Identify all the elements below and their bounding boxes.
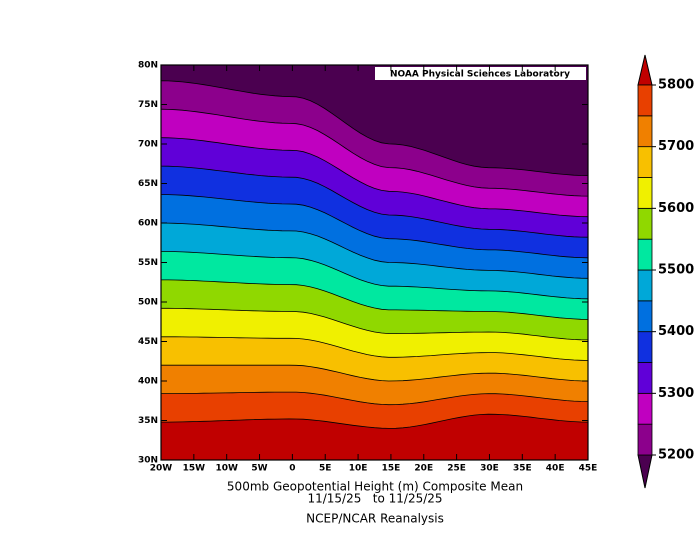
lab-label: NOAA Physical Sciences Laboratory xyxy=(390,70,570,80)
lat-tick-label: 35N xyxy=(138,416,158,426)
lon-tick-label: 45E xyxy=(579,464,598,474)
colorbar-label: 5800 xyxy=(658,78,694,93)
contour-line xyxy=(160,251,589,300)
date-range: 11/15/25 to 11/25/25 xyxy=(307,492,442,506)
lat-tick-label: 65N xyxy=(138,179,158,189)
contour-line xyxy=(160,222,589,279)
colorbar-band xyxy=(637,300,653,333)
lon-tick-label: 5E xyxy=(319,464,331,474)
colorbar-end xyxy=(637,54,653,86)
colorbar-band xyxy=(637,238,653,271)
band xyxy=(161,414,588,460)
axes: 30N 35N 40N 45N 50N 55N 60N 65N 70N 75N 80N 20W 15W 1… xyxy=(138,61,597,474)
colorbar-band xyxy=(637,207,653,240)
contour-line xyxy=(160,80,589,176)
contour-line xyxy=(161,279,589,320)
contour-line xyxy=(160,137,589,218)
lon-tick-label: 25E xyxy=(447,464,466,474)
colorbar-label: 5200 xyxy=(658,448,694,463)
contour-line xyxy=(161,391,589,406)
lon-tick-label: 15E xyxy=(382,464,401,474)
colorbar-end xyxy=(637,454,653,489)
colorbar-band xyxy=(637,177,653,209)
lat-tick-label: 55N xyxy=(138,258,158,268)
colorbar: 5200 5300 5400 5500 5600 5700 5800 xyxy=(637,54,694,489)
colorbar-band xyxy=(637,331,653,363)
lat-tick-label: 70N xyxy=(138,140,158,150)
lat-tick-label: 40N xyxy=(138,377,158,387)
lat-tick-label: 80N xyxy=(138,61,158,71)
colorbar-band xyxy=(637,392,653,425)
contour-line xyxy=(161,413,589,429)
colorbar-band xyxy=(637,269,653,302)
contour-line xyxy=(161,307,589,341)
contour-bands xyxy=(161,65,588,461)
lon-tick-label: 10E xyxy=(349,464,368,474)
colorbar-band xyxy=(637,423,653,456)
lat-tick-label: 75N xyxy=(138,100,158,110)
lon-tick-label: 30E xyxy=(480,464,499,474)
colorbar-label: 5300 xyxy=(658,386,694,401)
lon-tick-label: 35E xyxy=(513,464,532,474)
lon-tick-label: 20W xyxy=(150,464,173,474)
lat-tick-label: 30N xyxy=(138,456,158,466)
colorbar-band xyxy=(637,146,653,178)
colorbar-label: 5500 xyxy=(658,263,694,278)
lon-tick-label: 20E xyxy=(414,464,433,474)
contour-line xyxy=(160,165,589,238)
lat-tick-label: 60N xyxy=(138,219,158,229)
colorbar-band xyxy=(637,115,653,148)
colorbar-label: 5400 xyxy=(658,324,694,339)
lon-tick-label: 10W xyxy=(215,464,238,474)
data-source: NCEP/NCAR Reanalysis xyxy=(306,512,444,526)
lat-tick-label: 50N xyxy=(138,298,158,308)
lon-tick-label: 15W xyxy=(183,464,206,474)
colorbar-band xyxy=(637,84,653,117)
colorbar-band xyxy=(637,362,653,394)
lon-tick-label: 40E xyxy=(546,464,565,474)
contour-line xyxy=(161,336,589,361)
colorbar-label: 5700 xyxy=(658,139,694,154)
map-title: 500mb Geopotential Height (m) Composite … xyxy=(227,480,523,494)
colorbar-label: 5600 xyxy=(658,201,694,216)
contour-line xyxy=(161,364,589,382)
contour-line xyxy=(160,108,589,197)
lon-tick-label: 5W xyxy=(251,464,267,474)
contour-line xyxy=(161,194,589,259)
lon-tick-label: 0 xyxy=(289,464,295,474)
contour-lines xyxy=(160,80,589,429)
lat-tick-label: 45N xyxy=(138,337,158,347)
label-box xyxy=(375,67,586,80)
